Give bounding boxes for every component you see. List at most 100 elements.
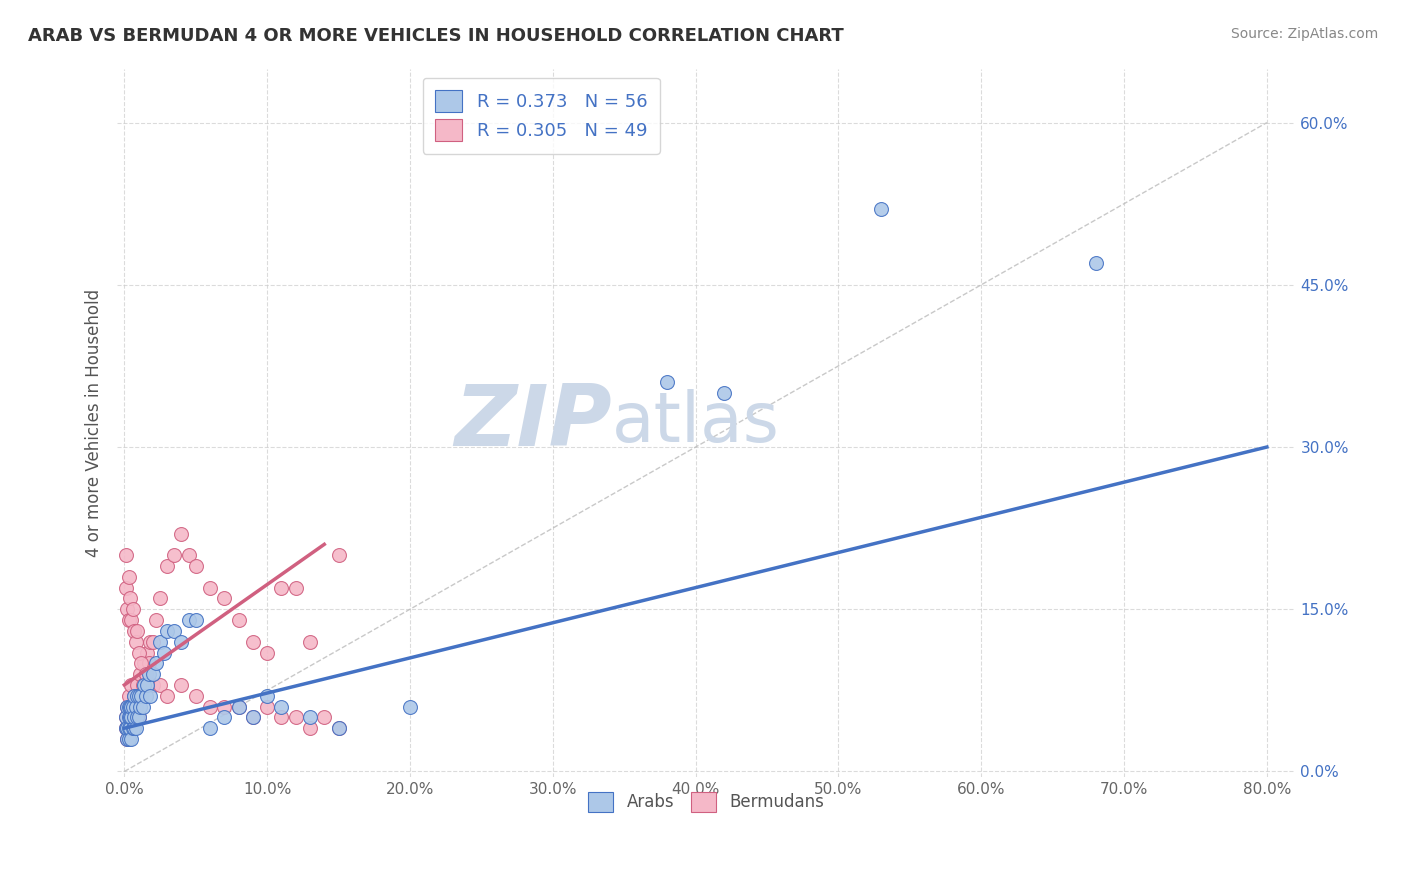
Point (163, 624, 186, 638)
Point (128, 710, 150, 724)
Point (135, 667, 157, 681)
Point (125, 634, 148, 648)
Point (138, 667, 160, 681)
Point (125, 710, 148, 724)
Point (270, 699, 292, 714)
Point (124, 624, 146, 638)
Point (139, 634, 162, 648)
Point (149, 634, 172, 648)
Point (114, 548, 136, 562)
Point (127, 624, 149, 638)
Point (121, 678, 143, 692)
Point (228, 699, 250, 714)
Point (115, 721, 138, 735)
Point (115, 721, 138, 735)
Point (134, 678, 156, 692)
Point (328, 721, 350, 735)
Point (145, 657, 167, 671)
Point (118, 591, 141, 606)
Point (114, 721, 136, 735)
Point (214, 710, 236, 724)
Point (124, 710, 146, 724)
Point (256, 699, 278, 714)
Y-axis label: 4 or more Vehicles in Household: 4 or more Vehicles in Household (86, 289, 103, 557)
Point (127, 689, 149, 703)
Point (214, 591, 236, 606)
Point (132, 699, 155, 714)
Point (214, 699, 236, 714)
Point (242, 634, 264, 648)
Point (655, 375, 678, 389)
Point (170, 678, 193, 692)
Point (127, 710, 149, 724)
Point (184, 613, 207, 627)
Point (117, 721, 139, 735)
Point (129, 667, 152, 681)
Text: Source: ZipAtlas.com: Source: ZipAtlas.com (1230, 27, 1378, 41)
Point (124, 721, 146, 735)
Point (198, 581, 221, 595)
Point (132, 678, 155, 692)
Point (256, 689, 278, 703)
Point (114, 581, 136, 595)
Point (114, 710, 136, 724)
Point (115, 731, 138, 746)
Point (284, 581, 307, 595)
Point (228, 613, 250, 627)
Point (118, 699, 141, 714)
Point (128, 689, 150, 703)
Point (115, 699, 138, 714)
Point (114, 721, 136, 735)
Point (129, 699, 152, 714)
Point (136, 646, 159, 660)
Point (328, 548, 350, 562)
Point (142, 678, 165, 692)
Point (117, 689, 139, 703)
Point (1084, 256, 1107, 270)
Point (228, 699, 250, 714)
Point (184, 689, 207, 703)
Point (284, 710, 307, 724)
Point (127, 678, 149, 692)
Point (198, 721, 221, 735)
Point (124, 710, 146, 724)
Point (131, 689, 153, 703)
Point (142, 634, 165, 648)
Point (298, 710, 321, 724)
Point (117, 731, 139, 746)
Point (121, 731, 143, 746)
Point (256, 646, 278, 660)
Point (125, 699, 148, 714)
Point (125, 699, 148, 714)
Point (138, 657, 160, 671)
Point (134, 657, 156, 671)
Point (184, 559, 207, 574)
Point (713, 386, 735, 401)
Point (122, 602, 145, 616)
Point (328, 721, 350, 735)
Text: ARAB VS BERMUDAN 4 OR MORE VEHICLES IN HOUSEHOLD CORRELATION CHART: ARAB VS BERMUDAN 4 OR MORE VEHICLES IN H… (28, 27, 844, 45)
Point (115, 731, 138, 746)
Point (121, 710, 143, 724)
Point (118, 721, 141, 735)
Point (121, 699, 143, 714)
Point (115, 602, 138, 616)
Text: atlas: atlas (612, 389, 780, 456)
Point (135, 667, 157, 681)
Point (122, 699, 145, 714)
Point (170, 634, 193, 648)
Point (198, 699, 221, 714)
Point (177, 613, 200, 627)
Point (121, 699, 143, 714)
Point (242, 710, 264, 724)
Point (124, 699, 146, 714)
Point (270, 710, 292, 724)
Point (124, 689, 146, 703)
Point (139, 689, 162, 703)
Point (156, 624, 179, 638)
Point (118, 699, 141, 714)
Point (117, 721, 139, 735)
Point (156, 559, 179, 574)
Point (128, 710, 150, 724)
Legend: Arabs, Bermudans: Arabs, Bermudans (575, 778, 838, 825)
